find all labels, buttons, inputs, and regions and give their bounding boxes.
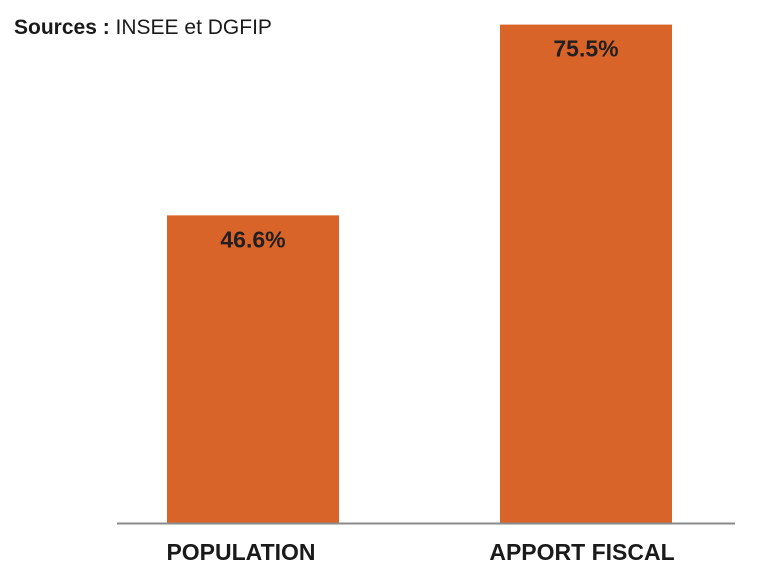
bar-apport-fiscal (500, 24, 672, 523)
source-label: Sources : (14, 16, 110, 39)
category-tick-label: APPORT FISCAL (489, 539, 674, 565)
bar-value-label: 46.6% (220, 226, 285, 252)
bar-value-label: 75.5% (553, 36, 618, 62)
source-text: INSEE et DGFIP (115, 16, 272, 39)
source-note: Sources : INSEE et DGFIP (14, 16, 272, 40)
bar-population (167, 215, 339, 523)
category-tick-label: POPULATION (166, 539, 315, 565)
